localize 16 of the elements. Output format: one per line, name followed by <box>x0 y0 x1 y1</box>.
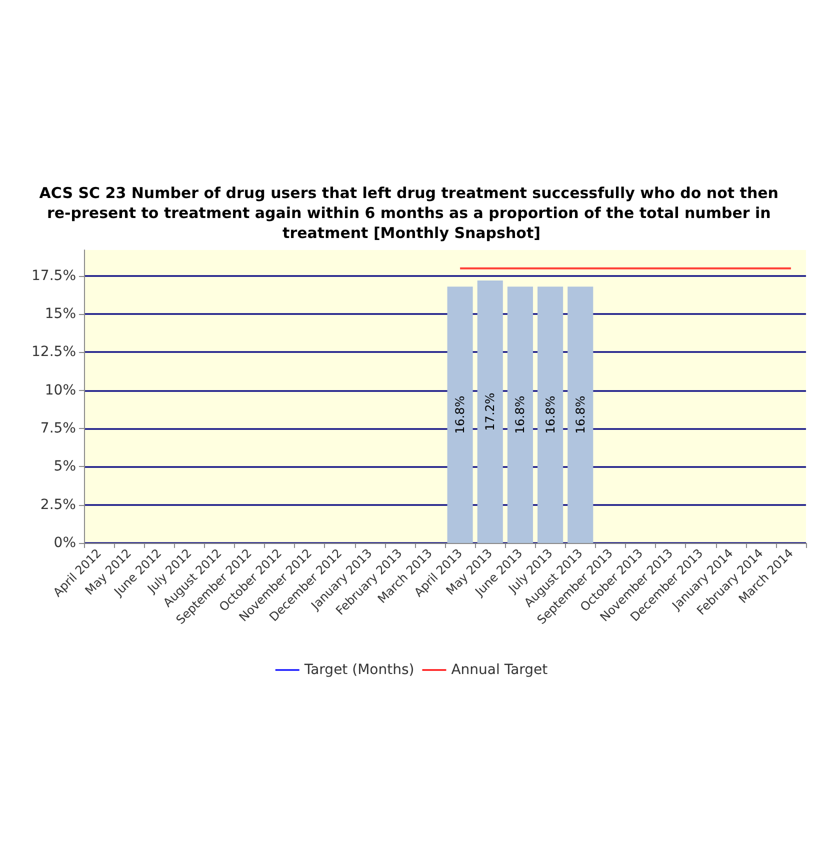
y-tick-label: 7.5% <box>40 420 76 437</box>
y-tick-label: 10% <box>44 382 76 398</box>
data-label: 16.8% <box>453 396 468 434</box>
y-tick-label: 2.5% <box>40 496 76 513</box>
data-label: 16.8% <box>573 396 588 434</box>
data-label: 16.8% <box>543 396 558 434</box>
chart-title: ACS SC 23 Number of drug users that left drug treatment successfully who do not then re-present to treatment again within 6 months as a proportion of the total number in treatment [Monthly Snapshot] <box>39 184 784 242</box>
y-tick-label: 0% <box>54 535 76 551</box>
legend-label: Target (Months) <box>303 662 414 678</box>
y-tick-label: 15% <box>44 306 76 322</box>
y-tick-label: 12.5% <box>32 344 76 360</box>
y-tick-label: 5% <box>54 458 76 475</box>
y-tick-label: 17.5% <box>32 268 76 284</box>
data-label: 16.8% <box>513 396 528 434</box>
data-label: 17.2% <box>483 392 498 431</box>
legend-label: Annual Target <box>451 662 548 678</box>
